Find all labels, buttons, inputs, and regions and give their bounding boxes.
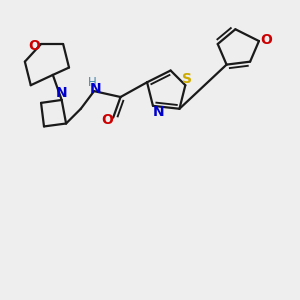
Text: N: N <box>90 82 101 96</box>
Text: O: O <box>101 113 113 127</box>
Text: O: O <box>28 39 40 53</box>
Text: N: N <box>152 105 164 119</box>
Text: H: H <box>88 76 97 89</box>
Text: S: S <box>182 72 192 86</box>
Text: O: O <box>260 33 272 46</box>
Text: N: N <box>55 86 67 100</box>
